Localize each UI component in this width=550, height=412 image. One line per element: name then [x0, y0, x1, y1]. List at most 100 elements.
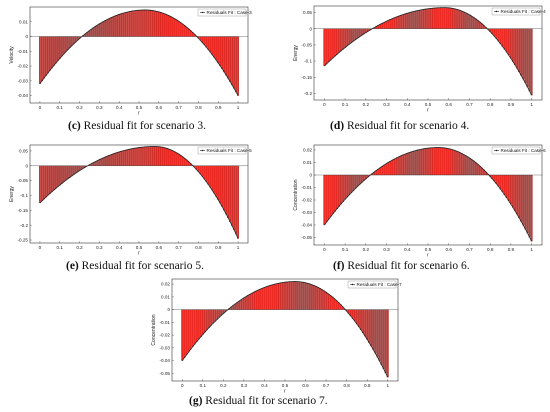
caption-f: (f) Residual fit for scenario 6.	[333, 260, 470, 272]
residual-bar-g	[318, 288, 321, 310]
residual-bar-g	[275, 283, 278, 310]
residual-bar-e	[149, 146, 152, 166]
x-tick-label-e: 0.6	[156, 245, 163, 250]
residual-bar-d	[402, 14, 405, 29]
residual-bar-c	[233, 36, 236, 89]
residual-bar-e	[136, 147, 138, 166]
residual-bar-f	[522, 174, 525, 226]
residual-bar-g	[323, 290, 325, 310]
residual-bar-c	[153, 10, 156, 37]
residual-bar-c	[149, 10, 152, 37]
residual-bar-d	[472, 17, 475, 29]
x-tick-label-d: 0.1	[342, 102, 349, 107]
residual-bar-d	[329, 28, 332, 61]
residual-bar-f	[391, 159, 394, 176]
residual-bar-e	[157, 146, 160, 166]
residual-bar-g	[290, 281, 293, 310]
residual-bar-d	[526, 28, 529, 88]
residual-bar-c	[120, 13, 123, 37]
residual-bar-e	[124, 150, 127, 166]
residual-bar-d	[335, 28, 338, 55]
residual-bar-e	[153, 146, 156, 166]
residual-bar-e	[102, 157, 105, 166]
residual-bar-c	[46, 36, 49, 74]
y-axis-label-g: Concentration	[151, 314, 157, 345]
residual-bar-c	[211, 36, 214, 55]
x-tick-label-d: 0.6	[446, 102, 453, 107]
residual-bar-f	[449, 149, 452, 176]
residual-bar-d	[460, 10, 463, 29]
residual-bar-f	[360, 174, 363, 183]
residual-bar-f	[503, 174, 506, 195]
residual-bar-d	[408, 12, 411, 29]
x-tick-label-g: 0.6	[302, 383, 309, 388]
residual-bar-f	[354, 174, 357, 189]
residual-bar-c	[151, 10, 154, 37]
x-tick-label-d: 0.2	[363, 102, 370, 107]
residual-bar-c	[40, 36, 43, 82]
residual-bar-d	[389, 19, 392, 29]
residual-bar-g	[298, 281, 301, 310]
residual-bar-e	[163, 147, 166, 166]
residual-bar-d	[346, 28, 349, 47]
residual-bar-g	[335, 300, 338, 310]
y-tick-label-f: -0.01	[302, 185, 313, 190]
residual-bar-g	[331, 296, 334, 310]
residual-bar-f	[385, 163, 388, 176]
y-tick-label-c: 0	[25, 34, 28, 39]
residual-bar-f	[530, 174, 533, 242]
legend-label-f: Residuals Fit : Case-6	[501, 148, 547, 153]
residual-bar-c	[215, 36, 218, 61]
residual-bar-d	[476, 20, 479, 29]
residual-bar-d	[348, 28, 351, 45]
residual-bar-g	[253, 291, 256, 310]
residual-bar-f	[462, 154, 465, 176]
x-tick-label-d: 0.8	[487, 102, 494, 107]
residual-bar-c	[207, 36, 210, 50]
residual-bar-c	[44, 36, 47, 76]
residual-bar-e	[114, 153, 117, 166]
residual-bar-g	[366, 309, 369, 340]
y-tick-label-d: -0.15	[302, 75, 313, 80]
residual-bar-g	[310, 284, 313, 310]
residual-bar-g	[247, 295, 249, 310]
residual-bar-g	[327, 293, 330, 310]
residual-bar-f	[416, 149, 419, 176]
residual-bar-e	[233, 165, 236, 231]
residual-bar-f	[323, 174, 326, 226]
residual-bar-g	[263, 287, 266, 310]
residual-bar-d	[406, 13, 409, 29]
x-tick-label-f: 0.6	[446, 247, 453, 252]
residual-bar-g	[294, 281, 297, 310]
residual-bar-c	[90, 29, 93, 37]
x-tick-label-e: 0.8	[195, 245, 202, 250]
residual-bar-d	[499, 28, 502, 44]
residual-bar-e	[169, 149, 172, 166]
residual-bar-e	[56, 165, 59, 187]
residual-bar-g	[199, 309, 202, 337]
residual-bar-d	[395, 16, 398, 29]
residual-bar-d	[358, 28, 361, 37]
residual-bar-c	[132, 10, 134, 37]
residual-bar-g	[382, 309, 385, 369]
residual-bar-g	[368, 309, 371, 343]
residual-bar-c	[205, 36, 208, 48]
residual-bar-c	[124, 12, 127, 37]
residual-bar-e	[159, 146, 162, 166]
residual-bar-f	[516, 174, 519, 215]
residual-bar-g	[214, 309, 217, 322]
residual-bar-g	[201, 309, 204, 335]
x-tick-label-f: 0.1	[342, 247, 349, 252]
residual-bar-c	[56, 36, 59, 61]
residual-bar-f	[507, 174, 510, 202]
residual-bar-e	[215, 165, 218, 197]
x-axis-label-g: r	[284, 389, 286, 395]
residual-bar-f	[379, 167, 382, 176]
residual-bar-c	[179, 22, 182, 37]
chart-panel-e: 0 0.1 0.2 0.3 0.4 0.5 0.6 0.7 0.8 0.9 1 0.05 0 -0.05 -…	[0, 140, 255, 258]
residual-bar-d	[435, 7, 438, 29]
residual-bar-f	[441, 147, 444, 176]
residual-bar-e	[223, 165, 226, 211]
residual-bar-f	[404, 153, 407, 176]
residual-bar-f	[350, 174, 353, 193]
